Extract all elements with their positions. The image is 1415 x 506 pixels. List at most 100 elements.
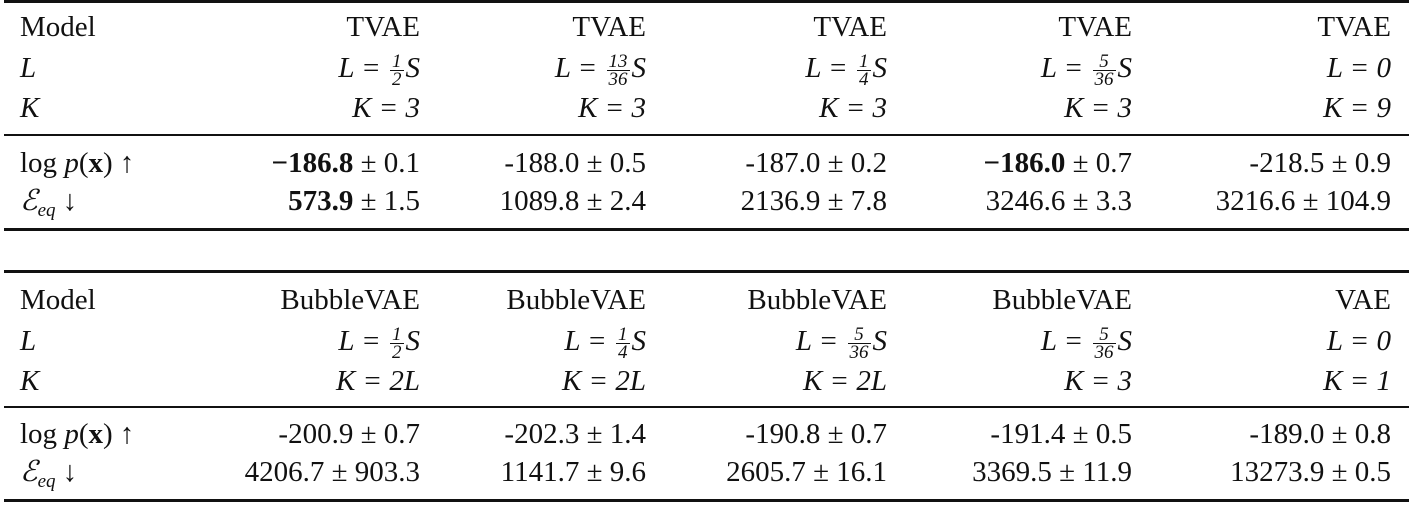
error-value: ± 0.9 (1324, 147, 1391, 179)
fraction-denominator: 4 (618, 341, 628, 363)
l-suffix: S (631, 325, 647, 357)
logp-value: −186.0 ± 0.7 (984, 145, 1132, 181)
fraction: 13 36 (606, 50, 630, 90)
bottom-rule (4, 228, 1409, 231)
bottom-rule (4, 499, 1409, 502)
error-value: ± 9.6 (579, 456, 646, 488)
fraction-numerator: 1 (390, 323, 404, 345)
logp-value: -189.0 ± 0.8 (1249, 416, 1391, 452)
eq-value: 2605.7 ± 16.1 (726, 454, 887, 490)
fraction: 5 36 (1092, 325, 1116, 362)
l-suffix: S (631, 52, 647, 84)
mean-value: −186.0 (983, 147, 1066, 179)
eq-row: ℰeq ↓ 4206.7 ± 903.3 1141.7 ± 9.6 2605.7… (4, 454, 1409, 492)
l-suffix: S (405, 325, 421, 357)
mean-value: -191.4 (990, 418, 1066, 450)
mean-value: 573.9 (288, 185, 354, 217)
l-value: L = 5 36 S (1041, 323, 1132, 362)
l-suffix: S (872, 325, 888, 357)
l-prefix: L = (338, 325, 388, 357)
mid-rule (4, 134, 1409, 136)
l-prefix: L = (564, 325, 614, 357)
l-label: L (20, 52, 37, 84)
fraction-numerator: 1 (390, 50, 404, 72)
fraction-denominator: 4 (859, 68, 869, 90)
model-row: Model BubbleVAE BubbleVAE BubbleVAE Bubb… (4, 282, 1409, 318)
l-value: L = 5 36 S (1041, 50, 1133, 89)
mean-value: 4206.7 (244, 456, 325, 488)
model-label: Model (20, 284, 96, 316)
eq-value: 13273.9 ± 0.5 (1230, 454, 1391, 490)
model-name: BubbleVAE (506, 284, 646, 316)
l-suffix: S (1117, 52, 1133, 84)
fraction-numerator: 5 (847, 325, 871, 344)
l-label: L (20, 325, 37, 357)
fraction-numerator: 1 (616, 323, 630, 345)
error-value: ± 0.1 (353, 147, 420, 179)
mean-value: 3369.5 (972, 456, 1052, 488)
l-value: L = 13 36 S (555, 50, 647, 90)
error-value: ± 7.8 (820, 185, 887, 217)
mean-value: -218.5 (1249, 147, 1325, 179)
error-value: ± 0.8 (1324, 418, 1391, 450)
k-value: K = 3 (1064, 92, 1132, 124)
mean-value: 1089.8 (499, 185, 580, 217)
l-value: L = 5 36 S (795, 323, 888, 362)
l-suffix: S (872, 52, 888, 84)
eq-label: ℰeq ↓ (20, 456, 78, 492)
logp-row: log p(x) ↑ −186.8 ± 0.1 -188.0 ± 0.5 -18… (4, 145, 1409, 181)
error-value: ± 0.7 (820, 418, 887, 450)
l-prefix: L = (338, 52, 388, 84)
model-name: BubbleVAE (992, 284, 1132, 316)
eq-row: ℰeq ↓ 573.9 ± 1.5 1089.8 ± 2.4 2136.9 ± … (4, 183, 1409, 221)
mean-value: -189.0 (1249, 418, 1325, 450)
eq-label: ℰeq ↓ (20, 185, 78, 221)
fraction-denominator: 2 (392, 68, 402, 90)
mid-rule (4, 406, 1409, 408)
error-value: ± 0.2 (820, 147, 887, 179)
l-prefix: L = 0 (1326, 52, 1391, 84)
mean-value: 1141.7 (500, 456, 580, 488)
mean-value: 3216.6 (1215, 185, 1296, 217)
fraction-denominator: 2 (392, 341, 402, 363)
fraction-numerator: 13 (606, 50, 630, 72)
model-name: BubbleVAE (747, 284, 887, 316)
mean-value: 2136.9 (740, 185, 821, 217)
k-value: K = 2L (561, 365, 646, 397)
logp-value: -202.3 ± 1.4 (504, 416, 646, 452)
fraction: 5 36 (1092, 52, 1116, 89)
error-value: ± 2.4 (579, 185, 646, 217)
mean-value: −186.8 (271, 147, 354, 179)
l-prefix: L = 0 (1326, 325, 1391, 357)
fraction-denominator: 36 (608, 68, 628, 90)
l-value: L = 0 (1327, 50, 1391, 86)
k-row: K K = 3 K = 3 K = 3 K = 3 K = 9 (4, 90, 1409, 126)
error-value: ± 104.9 (1295, 185, 1391, 217)
k-value: K = 3 (819, 92, 887, 124)
model-name: TVAE (1317, 11, 1391, 43)
error-value: ± 1.4 (579, 418, 646, 450)
error-value: ± 1.5 (353, 185, 420, 217)
mean-value: -202.3 (504, 418, 580, 450)
model-name: VAE (1335, 284, 1391, 316)
l-prefix: L = (795, 325, 846, 357)
logp-label: log p(x) ↑ (20, 147, 135, 179)
eq-value: 3246.6 ± 3.3 (986, 183, 1132, 219)
error-value: ± 3.3 (1065, 185, 1132, 217)
error-value: ± 0.5 (579, 147, 646, 179)
model-row: Model TVAE TVAE TVAE TVAE TVAE (4, 9, 1409, 45)
k-value: K = 2L (335, 365, 420, 397)
mean-value: -187.0 (745, 147, 821, 179)
fraction: 5 36 (847, 325, 871, 362)
eq-value: 1141.7 ± 9.6 (501, 454, 646, 490)
model-label: Model (20, 11, 96, 43)
top-rule (4, 270, 1409, 273)
logp-value: -200.9 ± 0.7 (278, 416, 420, 452)
logp-value: -191.4 ± 0.5 (990, 416, 1132, 452)
